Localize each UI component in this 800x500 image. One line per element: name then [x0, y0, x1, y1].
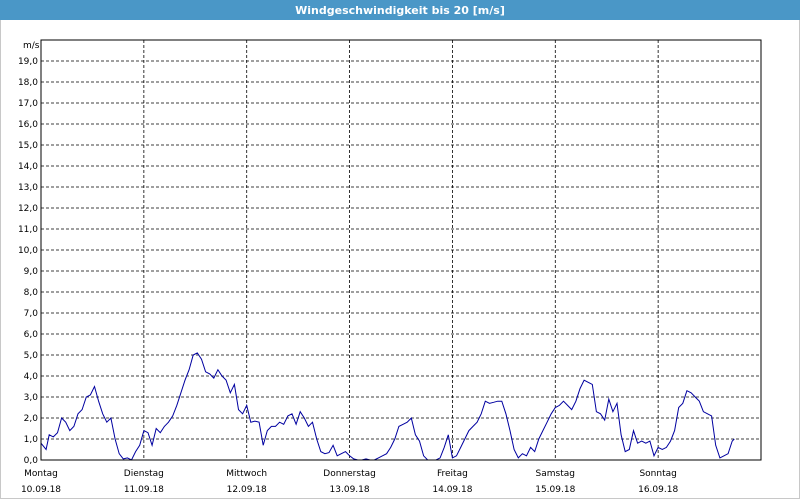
series-line — [40, 352, 735, 461]
series-lines — [40, 352, 735, 461]
x-tick-day-label: Dienstag — [124, 469, 164, 479]
y-tick-label: 16,0 — [18, 120, 38, 130]
y-tick-label: 2,0 — [24, 414, 39, 424]
x-tick-date-label: 12.09.18 — [227, 485, 267, 495]
x-tick-day-label: Sonntag — [639, 469, 676, 479]
x-tick-date-label: 13.09.18 — [330, 485, 370, 495]
y-tick-label: 8,0 — [24, 288, 39, 298]
y-tick-label: 19,0 — [18, 57, 38, 67]
y-tick-label: 7,0 — [24, 309, 39, 319]
y-tick-label: 14,0 — [18, 162, 38, 172]
x-tick-date-label: 14.09.18 — [432, 485, 472, 495]
y-tick-label: 9,0 — [24, 267, 39, 277]
y-tick-label: 10,0 — [18, 246, 38, 256]
y-tick-label: 1,0 — [24, 435, 39, 445]
x-tick-date-label: 16.09.18 — [638, 485, 678, 495]
y-tick-label: 18,0 — [18, 78, 38, 88]
y-tick-label: 12,0 — [18, 204, 38, 214]
x-tick-day-label: Montag — [24, 469, 58, 479]
y-tick-label: 3,0 — [24, 393, 39, 403]
y-tick-label: 15,0 — [18, 141, 38, 151]
plot-border — [40, 39, 762, 461]
x-tick-date-label: 10.09.18 — [21, 485, 61, 495]
x-tick-date-label: 11.09.18 — [124, 485, 164, 495]
y-tick-label: 6,0 — [24, 330, 39, 340]
x-axis-tick-labels: Montag 10.09.18 Dienstag 11.09.18 Mittwoch 12… — [21, 469, 678, 495]
grid-lines — [41, 40, 761, 460]
y-tick-label: 4,0 — [24, 372, 39, 382]
y-axis-tick-labels: 0,0 1,0 2,0 3,0 4,0 5,0 6,0 7,0 8,0 9,0 10,0 11,0 12… — [18, 57, 38, 466]
y-tick-label: 17,0 — [18, 99, 38, 109]
x-tick-day-label: Samstag — [536, 469, 575, 479]
window-title: Windgeschwindigkeit bis 20 [m/s] — [0, 0, 800, 20]
x-tick-day-label: Freitag — [437, 469, 468, 479]
y-axis-unit-label: m/s — [23, 41, 40, 51]
x-tick-date-label: 15.09.18 — [535, 485, 575, 495]
x-tick-day-label: Donnerstag — [323, 469, 376, 479]
y-tick-label: 5,0 — [24, 351, 39, 361]
x-tick-day-label: Mittwoch — [226, 469, 267, 479]
y-tick-label: 0,0 — [24, 456, 39, 466]
y-tick-label: 13,0 — [18, 183, 38, 193]
y-tick-label: 11,0 — [18, 225, 38, 235]
